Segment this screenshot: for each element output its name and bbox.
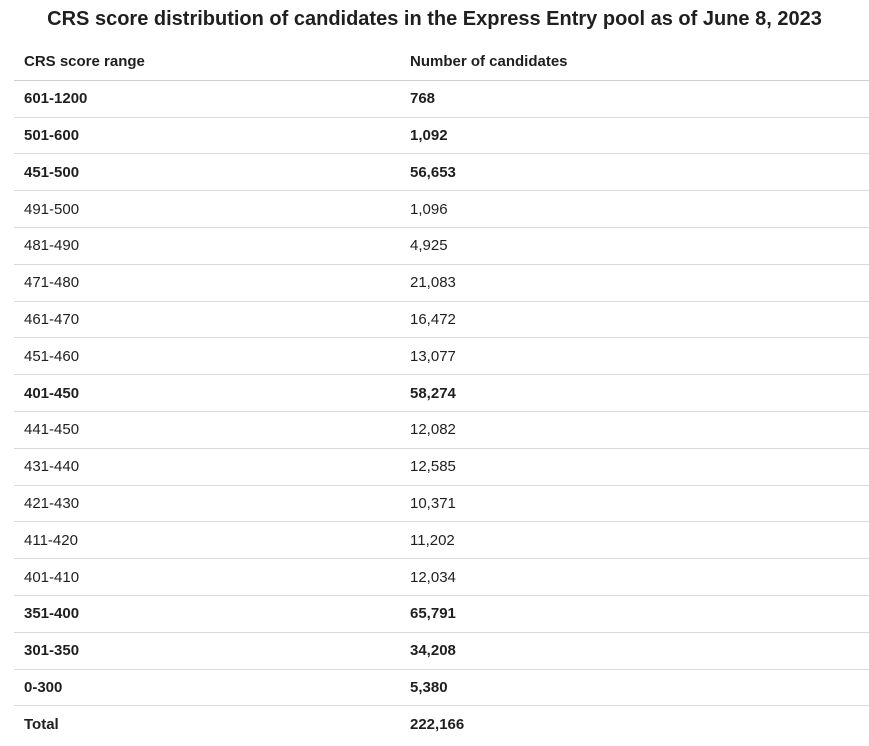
table-row: 471-480 21,083 <box>14 265 869 302</box>
candidate-count-cell: 11,202 <box>410 531 455 549</box>
candidate-count-cell: 34,208 <box>410 642 456 660</box>
candidate-count-cell: 21,083 <box>410 274 456 292</box>
candidate-count-cell: 5,380 <box>410 678 448 696</box>
table-row: 491-500 1,096 <box>14 191 869 228</box>
table-row: 0-300 5,380 <box>14 670 869 707</box>
candidate-count-cell: 1,092 <box>410 126 448 144</box>
crs-range-cell: 441-450 <box>24 421 80 439</box>
table-row: 351-400 65,791 <box>14 596 869 633</box>
table-row: 431-440 12,585 <box>14 449 869 486</box>
candidate-count-cell: 12,082 <box>410 421 456 439</box>
table-row: 441-450 12,082 <box>14 412 869 449</box>
table-row: 411-420 11,202 <box>14 522 869 560</box>
crs-range-cell: 351-400 <box>24 605 80 623</box>
table-row: 451-460 13,077 <box>14 338 869 376</box>
candidate-count-cell: 13,077 <box>410 347 456 365</box>
crs-distribution-table: CRS score range Number of candidates 601… <box>14 44 869 743</box>
crs-range-cell: Total <box>24 716 59 734</box>
candidate-count-cell: 768 <box>410 90 436 108</box>
table-title: CRS score distribution of candidates in … <box>47 8 822 30</box>
table-row: 301-350 34,208 <box>14 633 869 670</box>
crs-range-cell: 601-1200 <box>24 90 88 108</box>
table-row: 501-600 1,092 <box>14 118 869 155</box>
crs-range-cell: 451-500 <box>24 163 80 181</box>
candidate-count-cell: 58,274 <box>410 384 456 402</box>
crs-range-cell: 301-350 <box>24 642 80 660</box>
table-body: 601-1200 768 501-600 1,092 451-500 56,653 491-… <box>14 81 869 743</box>
table-row: 481-490 4,925 <box>14 228 869 265</box>
crs-range-cell: 501-600 <box>24 126 80 144</box>
candidate-count-cell: 56,653 <box>410 163 456 181</box>
crs-range-cell: 0-300 <box>24 678 63 696</box>
crs-range-cell: 461-470 <box>24 310 80 328</box>
table-row: 401-450 58,274 <box>14 375 869 412</box>
crs-range-cell: 491-500 <box>24 200 80 218</box>
crs-range-cell: 451-460 <box>24 347 80 365</box>
crs-range-cell: 401-410 <box>24 568 80 586</box>
header-crs-score-range: CRS score range <box>24 53 145 71</box>
candidate-count-cell: 222,166 <box>410 716 465 734</box>
candidate-count-cell: 12,034 <box>410 568 456 586</box>
table-row: 601-1200 768 <box>14 81 869 118</box>
table-row: 421-430 10,371 <box>14 486 869 523</box>
candidate-count-cell: 1,096 <box>410 200 448 218</box>
table-row: 401-410 12,034 <box>14 559 869 596</box>
table-row: Total 222,166 <box>14 706 869 743</box>
crs-range-cell: 411-420 <box>24 531 78 549</box>
table-row: 451-500 56,653 <box>14 154 869 192</box>
crs-range-cell: 421-430 <box>24 494 80 512</box>
crs-range-cell: 431-440 <box>24 458 80 476</box>
candidate-count-cell: 4,925 <box>410 237 448 255</box>
header-number-of-candidates: Number of candidates <box>410 53 568 71</box>
candidate-count-cell: 12,585 <box>410 458 456 476</box>
candidate-count-cell: 16,472 <box>410 310 456 328</box>
table-header-row: CRS score range Number of candidates <box>14 44 869 81</box>
crs-range-cell: 481-490 <box>24 237 80 255</box>
candidate-count-cell: 65,791 <box>410 605 456 623</box>
table-row: 461-470 16,472 <box>14 302 869 339</box>
crs-range-cell: 401-450 <box>24 384 80 402</box>
crs-range-cell: 471-480 <box>24 274 80 292</box>
candidate-count-cell: 10,371 <box>410 494 456 512</box>
